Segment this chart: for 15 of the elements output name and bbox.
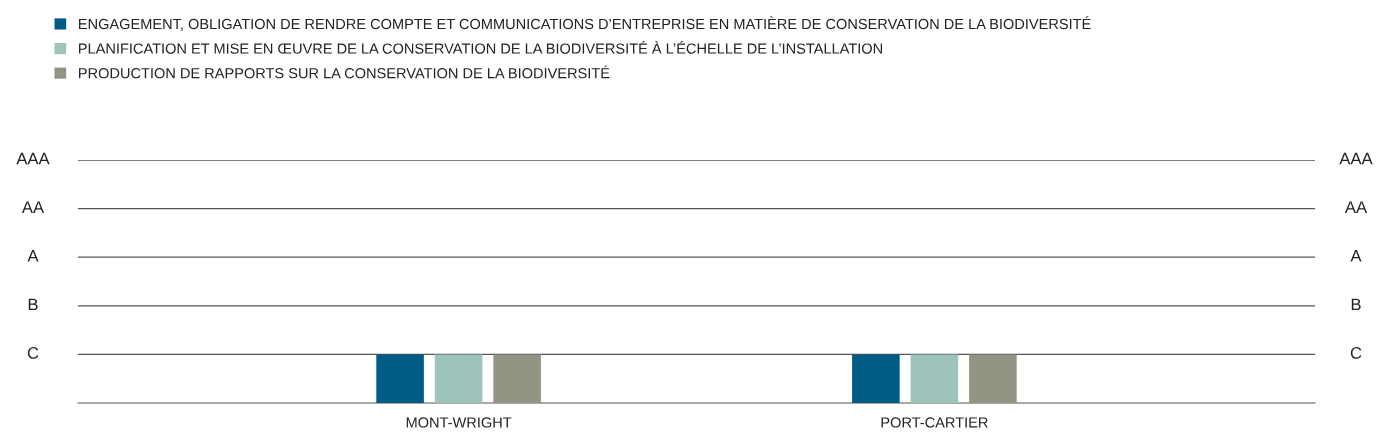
ref-line-label: A xyxy=(1350,250,1362,262)
ref-line-label: AA xyxy=(1344,201,1368,213)
x-tick-label: PORT-CARTIER xyxy=(881,417,988,428)
legend-label: PLANIFICATION ET MISE EN ŒUVRE DE LA CONSERVATION DE LA BIODIVERSITÉ À L’ÉCHELLE DE L’INSTALLATION xyxy=(79,40,882,54)
text: AAA xyxy=(16,152,50,165)
ref-line-label: AAA xyxy=(1339,152,1373,165)
ref-line-label: C xyxy=(1350,347,1362,359)
ref-line-label: B xyxy=(1351,298,1361,311)
text: C xyxy=(27,347,39,359)
legend-label: ENGAGEMENT, OBLIGATION DE RENDRE COMPTE ET COMMUNICATIONS D’ENTREPRISE EN MATIÈRE DE CONSERVATION DE LA BIODIVERSITÉ xyxy=(79,16,1091,31)
text: AA xyxy=(21,201,45,213)
text: B xyxy=(28,298,38,311)
legend-label: PRODUCTION DE RAPPORTS SUR LA CONSERVATION DE LA BIODIVERSITÉ xyxy=(79,65,610,79)
x-tick-label: MONT-WRIGHT xyxy=(406,417,512,428)
text: A xyxy=(27,250,39,262)
